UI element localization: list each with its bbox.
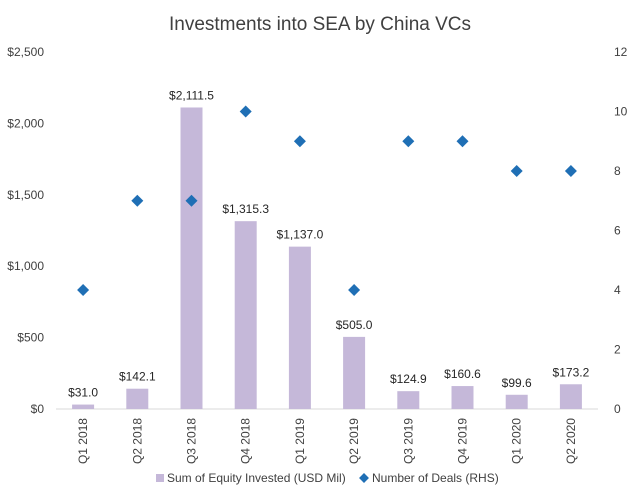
deal-marker — [402, 135, 415, 148]
y-right-tick-label: 4 — [614, 283, 621, 297]
bar — [451, 386, 474, 409]
deal-marker — [456, 135, 469, 148]
legend: Sum of Equity Invested (USD Mil) Number … — [156, 471, 499, 485]
x-tick-label: Q1 2020 — [510, 418, 524, 464]
bar-data-label: $173.2 — [553, 365, 590, 379]
y-right-tick-label: 10 — [614, 105, 628, 119]
deal-marker — [348, 284, 361, 296]
legend-swatch-equity — [156, 474, 164, 482]
deal-marker — [564, 165, 577, 177]
bar — [180, 107, 203, 410]
x-tick-label: Q1 2019 — [293, 418, 307, 464]
y-left-tick-label: $1,500 — [7, 188, 44, 202]
bar — [234, 221, 257, 409]
bar-data-label: $1,137.0 — [277, 228, 324, 242]
x-tick-label: Q4 2019 — [456, 418, 470, 464]
y-left-tick-label: $1,000 — [7, 259, 44, 273]
legend-swatch-deals — [359, 473, 369, 483]
bar — [559, 384, 582, 409]
bar-data-label: $99.6 — [502, 376, 532, 390]
y-right-tick-label: 6 — [614, 224, 621, 238]
bar-data-label: $505.0 — [336, 318, 373, 332]
bar-data-label: $160.6 — [444, 367, 481, 381]
bar-data-label: $124.9 — [390, 372, 427, 386]
deal-marker — [510, 165, 523, 177]
x-tick-label: Q4 2018 — [239, 418, 253, 464]
bar-series — [72, 107, 582, 410]
deal-marker — [131, 194, 144, 207]
bar-data-label: $142.1 — [119, 370, 156, 384]
legend-label-deals: Number of Deals (RHS) — [372, 471, 499, 485]
chart-title: Investments into SEA by China VCs — [169, 14, 471, 35]
deal-marker — [77, 284, 90, 296]
bar — [505, 394, 528, 409]
x-tick-label: Q1 2018 — [76, 418, 90, 464]
deal-marker — [239, 105, 252, 118]
y-right-tick-label: 0 — [614, 402, 621, 416]
x-tick-label: Q3 2018 — [185, 418, 199, 464]
bar — [343, 336, 366, 409]
bar-data-label: $1,315.3 — [222, 202, 269, 216]
bar — [288, 246, 311, 409]
x-tick-label: Q2 2019 — [347, 418, 361, 464]
bar — [397, 391, 420, 409]
y-right-tick-label: 12 — [614, 45, 628, 59]
left-axis: $0 $500 $1,000 $1,500 $2,000 $2,500 — [7, 45, 44, 416]
x-tick-label: Q3 2019 — [401, 418, 415, 464]
x-tick-label: Q2 2020 — [564, 418, 578, 464]
bar-data-labels: $31.0 $142.1 $2,111.5 $1,315.3 $1,137.0 $505.… — [68, 88, 589, 399]
bar — [126, 388, 149, 409]
deals-series — [77, 105, 577, 296]
x-axis: Q1 2018 Q2 2018 Q3 2018 Q4 2018 Q1 2019 Q2 20… — [76, 418, 578, 464]
bar-data-label: $2,111.5 — [169, 88, 214, 102]
y-right-tick-label: 2 — [614, 343, 621, 357]
deal-marker — [185, 194, 198, 207]
y-left-tick-label: $500 — [17, 331, 44, 345]
bar-data-label: $31.0 — [68, 386, 98, 400]
y-left-tick-label: $0 — [31, 402, 45, 416]
legend-label-equity: Sum of Equity Invested (USD Mil) — [167, 471, 346, 485]
y-left-tick-label: $2,000 — [7, 116, 44, 130]
x-tick-label: Q2 2018 — [130, 418, 144, 464]
right-axis: 0 2 4 6 8 10 12 — [614, 45, 628, 416]
y-right-tick-label: 8 — [614, 164, 621, 178]
deal-marker — [293, 135, 306, 148]
bar — [72, 404, 95, 409]
y-left-tick-label: $2,500 — [7, 45, 44, 59]
